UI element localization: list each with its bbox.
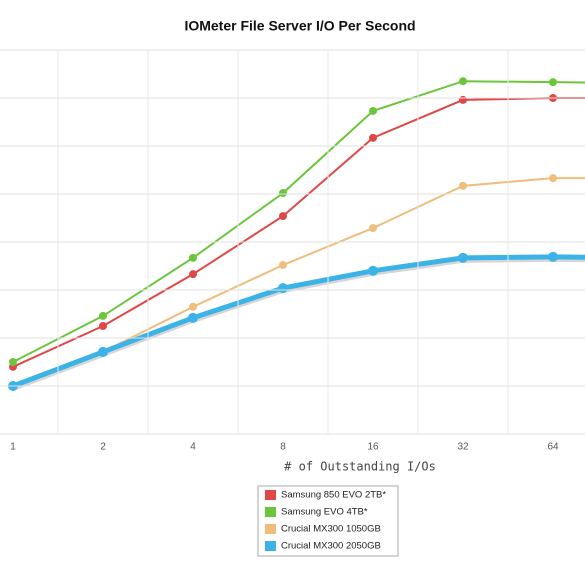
x-tick-label: 8	[280, 442, 286, 453]
x-tick-label: 64	[547, 442, 559, 453]
x-tick-label: 16	[367, 442, 379, 453]
plot-area	[8, 77, 585, 391]
data-point	[549, 78, 557, 87]
data-point	[98, 346, 108, 357]
data-point	[549, 174, 557, 183]
data-point	[189, 253, 197, 262]
data-point	[458, 252, 468, 263]
chart-title: IOMeter File Server I/O Per Second	[184, 18, 415, 34]
legend-swatch	[265, 524, 276, 534]
x-axis-label: # of Outstanding I/Os	[284, 460, 436, 474]
data-point	[9, 358, 17, 366]
legend-label: Samsung 850 EVO 2TB*	[281, 490, 386, 501]
data-point	[99, 322, 107, 330]
data-point	[99, 311, 107, 320]
data-point	[189, 302, 197, 311]
data-point	[369, 224, 377, 233]
legend-box	[257, 485, 399, 557]
data-point	[459, 77, 467, 86]
line-shadow	[11, 255, 585, 391]
data-point	[188, 312, 198, 323]
data-point	[278, 283, 288, 294]
data-point	[279, 261, 287, 270]
x-tick-label: 4	[190, 442, 196, 453]
data-point	[189, 270, 197, 279]
x-tick-label: 32	[457, 442, 469, 453]
data-point	[279, 189, 287, 198]
legend-swatch	[265, 507, 276, 517]
data-point	[368, 265, 378, 276]
legend-swatch	[265, 541, 276, 551]
data-point	[279, 212, 287, 221]
x-tick-label: 2	[100, 442, 106, 453]
legend-label: Samsung EVO 4TB*	[281, 507, 368, 518]
data-point	[459, 95, 467, 104]
data-point	[369, 106, 377, 115]
data-point	[548, 251, 558, 262]
series-line	[12, 80, 585, 363]
x-tick-label: 1	[10, 442, 16, 453]
series-line	[12, 254, 585, 389]
legend-label: Crucial MX300 2050GB	[281, 541, 381, 552]
data-point	[459, 181, 467, 190]
data-point	[369, 133, 377, 142]
legend-label: Crucial MX300 1050GB	[281, 524, 381, 535]
series-line	[12, 97, 585, 368]
legend-swatch	[265, 490, 276, 500]
